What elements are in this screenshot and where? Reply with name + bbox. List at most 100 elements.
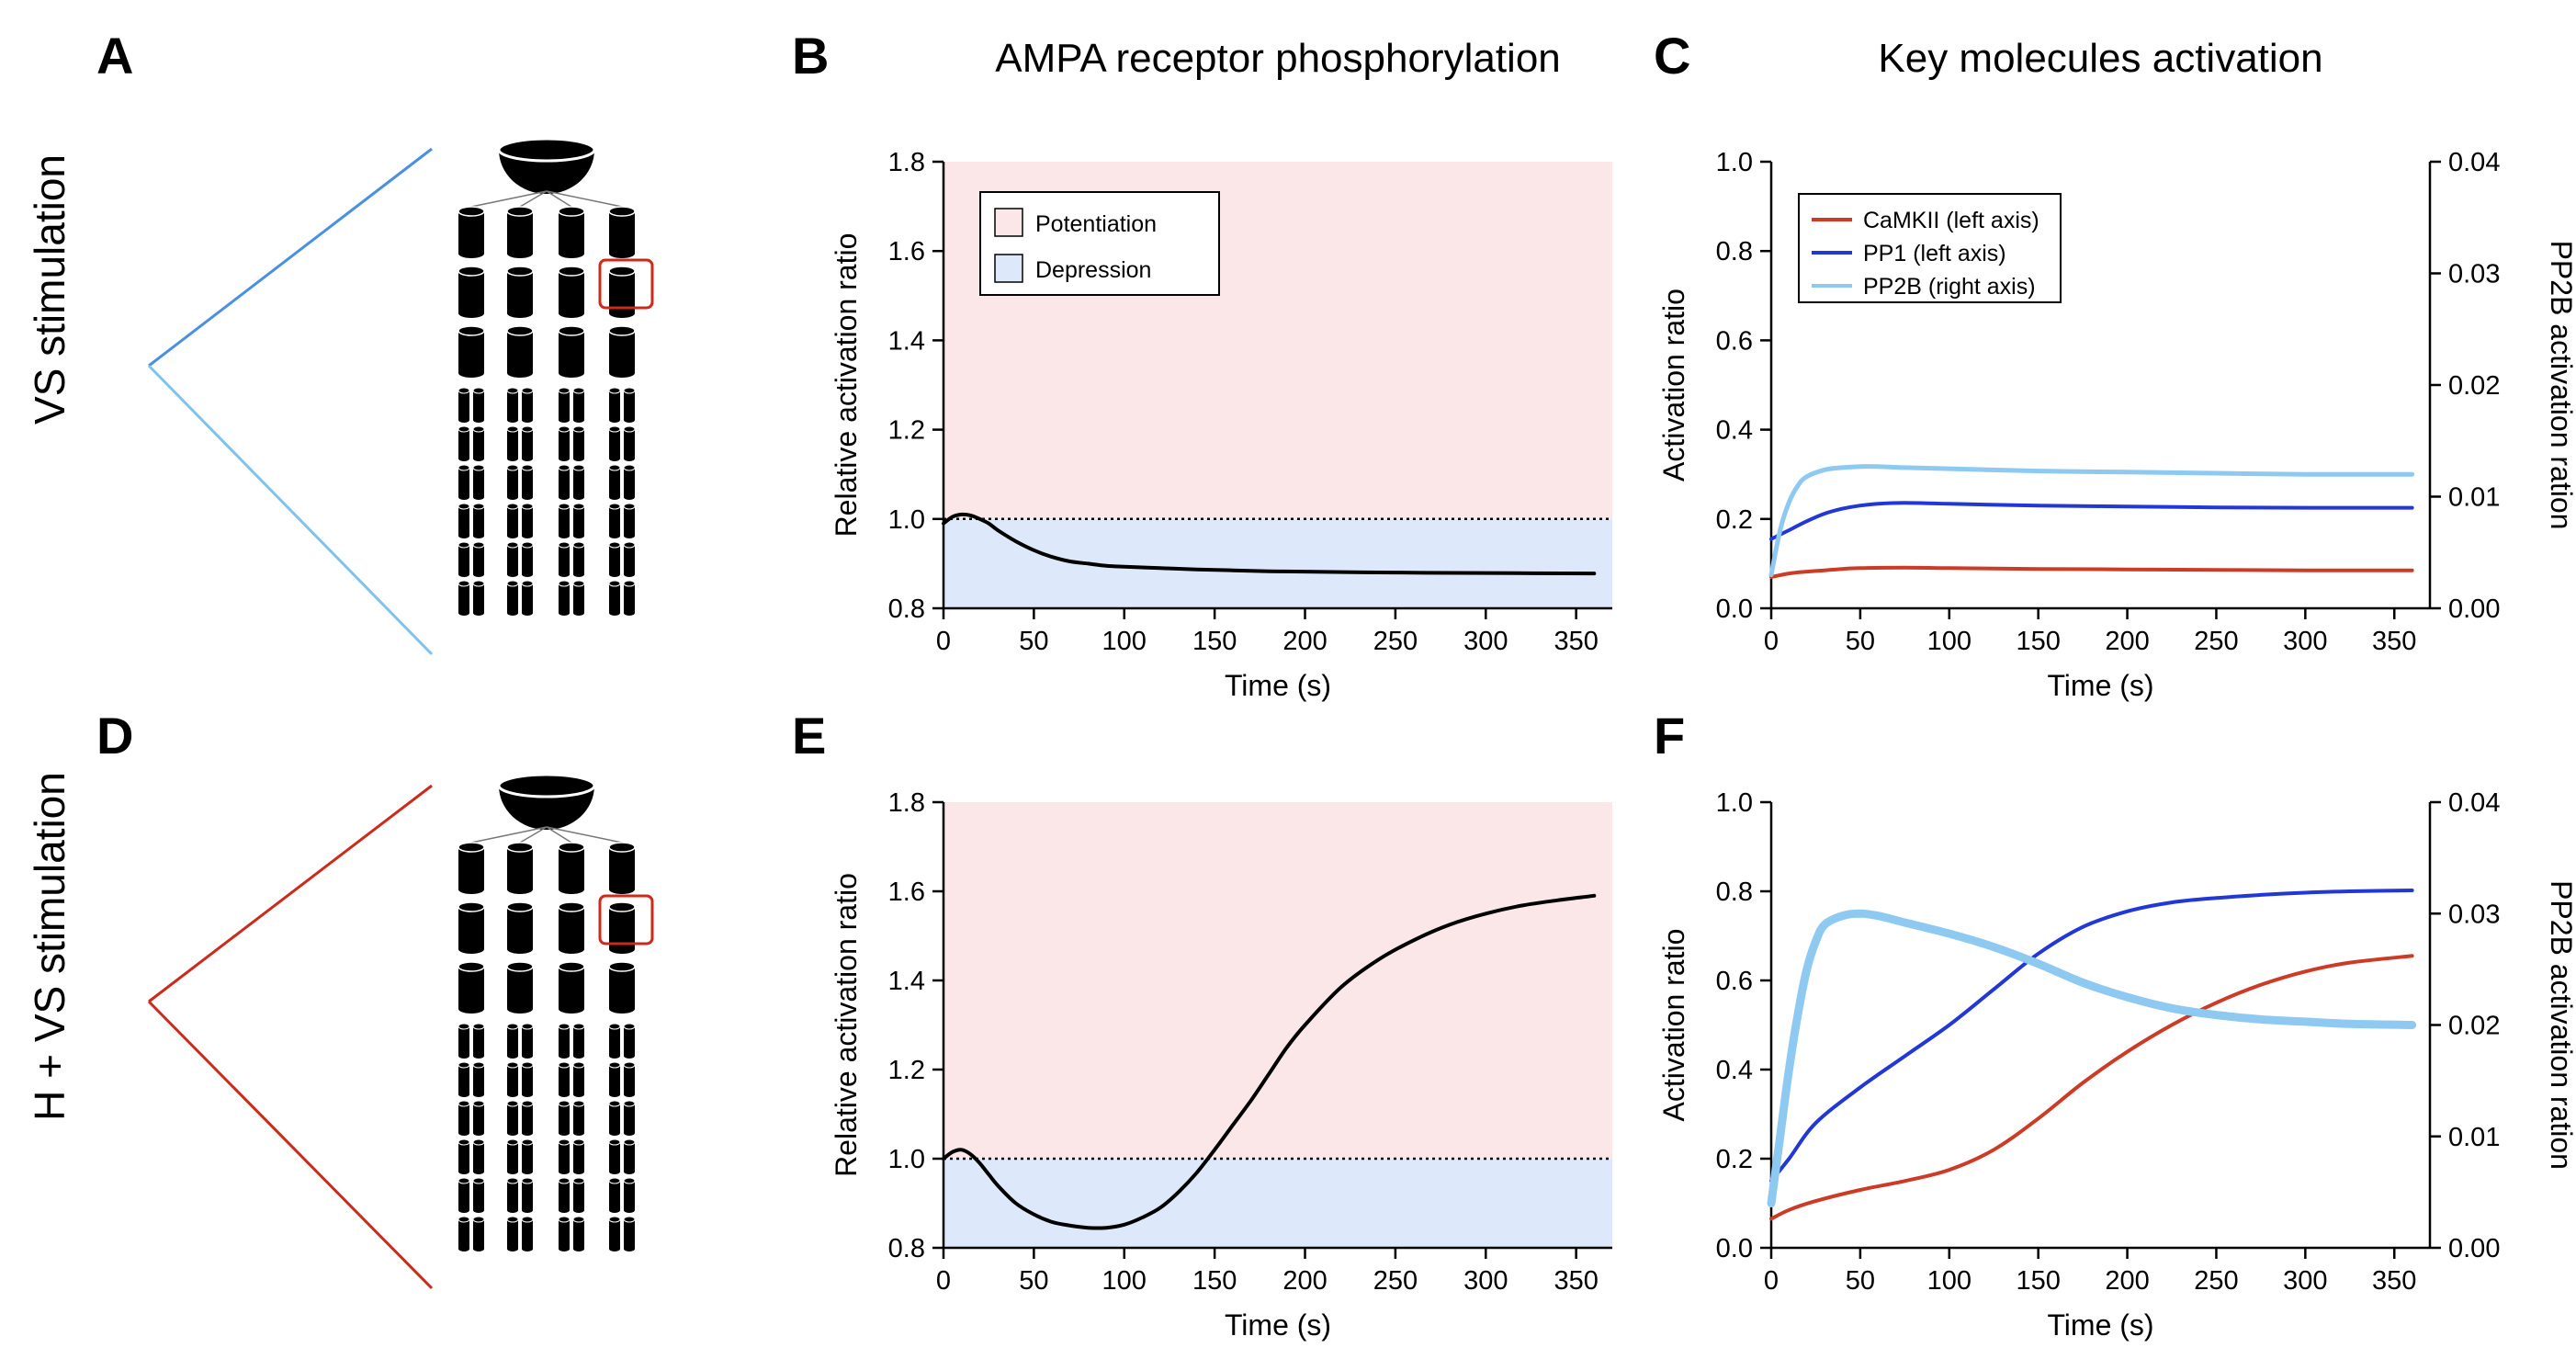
x-tick-label: 150: [1192, 1266, 1237, 1296]
cylinder-icon: [522, 1026, 533, 1056]
wedge-line: [148, 784, 433, 1003]
panel-label-E: E: [792, 707, 826, 764]
wedge-line: [147, 1000, 434, 1290]
cylinder-icon: [558, 503, 571, 510]
y-tick-label: 0.4: [1716, 416, 1753, 446]
cylinder-icon: [522, 1181, 533, 1210]
cylinder-icon: [608, 842, 636, 853]
cylinder-icon: [458, 901, 485, 912]
cylinder-icon: [559, 1026, 570, 1056]
cylinder-icon: [473, 610, 484, 616]
cylinder-icon: [609, 1130, 620, 1136]
cylinder-icon: [609, 885, 635, 894]
legend-label: Depression: [1035, 257, 1151, 283]
y2-axis-title: PP2B activation ration: [2545, 880, 2576, 1170]
cylinder-icon: [623, 425, 636, 433]
cylinder-icon: [623, 580, 636, 587]
cylinder-icon: [522, 1092, 533, 1097]
cylinder-icon: [458, 1061, 470, 1069]
y2-tick-label: 0.02: [2448, 371, 2500, 401]
cylinder-icon: [458, 1138, 470, 1146]
x-tick-label: 50: [1019, 1266, 1048, 1296]
cylinder-icon: [609, 1104, 620, 1133]
cylinder-icon: [572, 1177, 585, 1184]
cylinder-icon: [458, 503, 470, 510]
cylinder-icon: [458, 1100, 470, 1107]
cylinder-icon: [507, 1219, 518, 1249]
cylinder-icon: [573, 429, 584, 459]
cylinder-icon: [624, 429, 635, 459]
cylinder-icon: [609, 847, 635, 889]
cylinder-icon: [608, 1216, 621, 1223]
cylinder-icon: [458, 211, 484, 254]
cylinder-icon: [473, 533, 484, 538]
y-tick-label: 1.6: [888, 237, 925, 266]
x-tick-label: 50: [1019, 627, 1048, 656]
connector-line: [546, 190, 623, 208]
cylinder-icon: [559, 1065, 570, 1094]
cylinder-icon: [572, 580, 585, 587]
cylinder-icon: [458, 1130, 469, 1136]
x-tick-label: 0: [936, 627, 951, 656]
cylinder-icon: [522, 429, 533, 459]
cylinder-icon: [609, 1065, 620, 1094]
cylinder-icon: [473, 506, 484, 536]
y-tick-label: 0.0: [1716, 1234, 1753, 1263]
x-tick-label: 100: [1927, 1266, 1972, 1296]
cylinder-icon: [458, 391, 469, 420]
cylinder-icon: [573, 1104, 584, 1133]
pp2b-line: [1768, 464, 2415, 577]
cylinder-icon: [609, 506, 620, 536]
cylinder-icon: [522, 533, 533, 538]
cylinder-icon: [522, 468, 533, 497]
cylinder-icon: [573, 1026, 584, 1056]
bowl-icon: [499, 150, 594, 194]
cylinder-icon: [521, 387, 534, 394]
cylinder-icon: [609, 249, 635, 258]
y2-tick-label: 0.04: [2448, 788, 2500, 818]
cylinder-icon: [458, 610, 469, 616]
cylinder-icon: [521, 1100, 534, 1107]
x-tick-label: 300: [2283, 1266, 2327, 1296]
cylinder-icon: [506, 541, 519, 549]
cylinder-icon: [507, 1104, 518, 1133]
cylinder-icon: [521, 464, 534, 471]
y-tick-label: 1.0: [1716, 788, 1753, 818]
y2-tick-label: 0.01: [2448, 1123, 2500, 1152]
cylinder-icon: [472, 1177, 485, 1184]
y-tick-label: 1.4: [888, 326, 925, 356]
cylinder-icon: [458, 506, 469, 536]
cylinder-icon: [573, 1065, 584, 1094]
y-tick-label: 0.2: [1716, 1145, 1753, 1174]
cylinder-icon: [458, 331, 484, 373]
cylinder-icon: [572, 541, 585, 549]
cylinder-icon: [472, 387, 485, 394]
cylinder-icon: [624, 610, 635, 616]
cylinder-icon: [458, 580, 470, 587]
cylinder-icon: [609, 494, 620, 500]
cylinder-icon: [559, 533, 570, 538]
cylinder-icon: [573, 1207, 584, 1213]
cylinder-icon: [559, 572, 570, 577]
cylinder-icon: [506, 1061, 519, 1069]
cylinder-icon: [559, 1104, 570, 1133]
connector-line: [519, 826, 548, 844]
cylinder-icon: [573, 494, 584, 500]
chart-E: 0 50 100 150 200 250 300 350 0.8 1.0 1.2 1.4 1.6 1.8 T…: [830, 788, 1612, 1342]
cylinder-icon: [609, 967, 635, 1009]
x-tick-label: 150: [2016, 627, 2060, 656]
cylinder-icon: [624, 506, 635, 536]
cylinder-icon: [623, 1177, 636, 1184]
cylinder-icon: [473, 1207, 484, 1213]
y-tick-label: 1.0: [888, 1145, 925, 1174]
cylinder-icon: [624, 1246, 635, 1251]
cylinder-icon: [507, 271, 533, 313]
connector-line: [470, 826, 548, 844]
cylinder-icon: [458, 417, 469, 423]
cylinder-icon: [458, 1004, 484, 1014]
cylinder-icon: [559, 847, 584, 889]
x-tick-label: 200: [2105, 1266, 2149, 1296]
cylinder-icon: [559, 249, 584, 258]
cylinder-icon: [609, 907, 635, 949]
cylinder-icon: [472, 580, 485, 587]
